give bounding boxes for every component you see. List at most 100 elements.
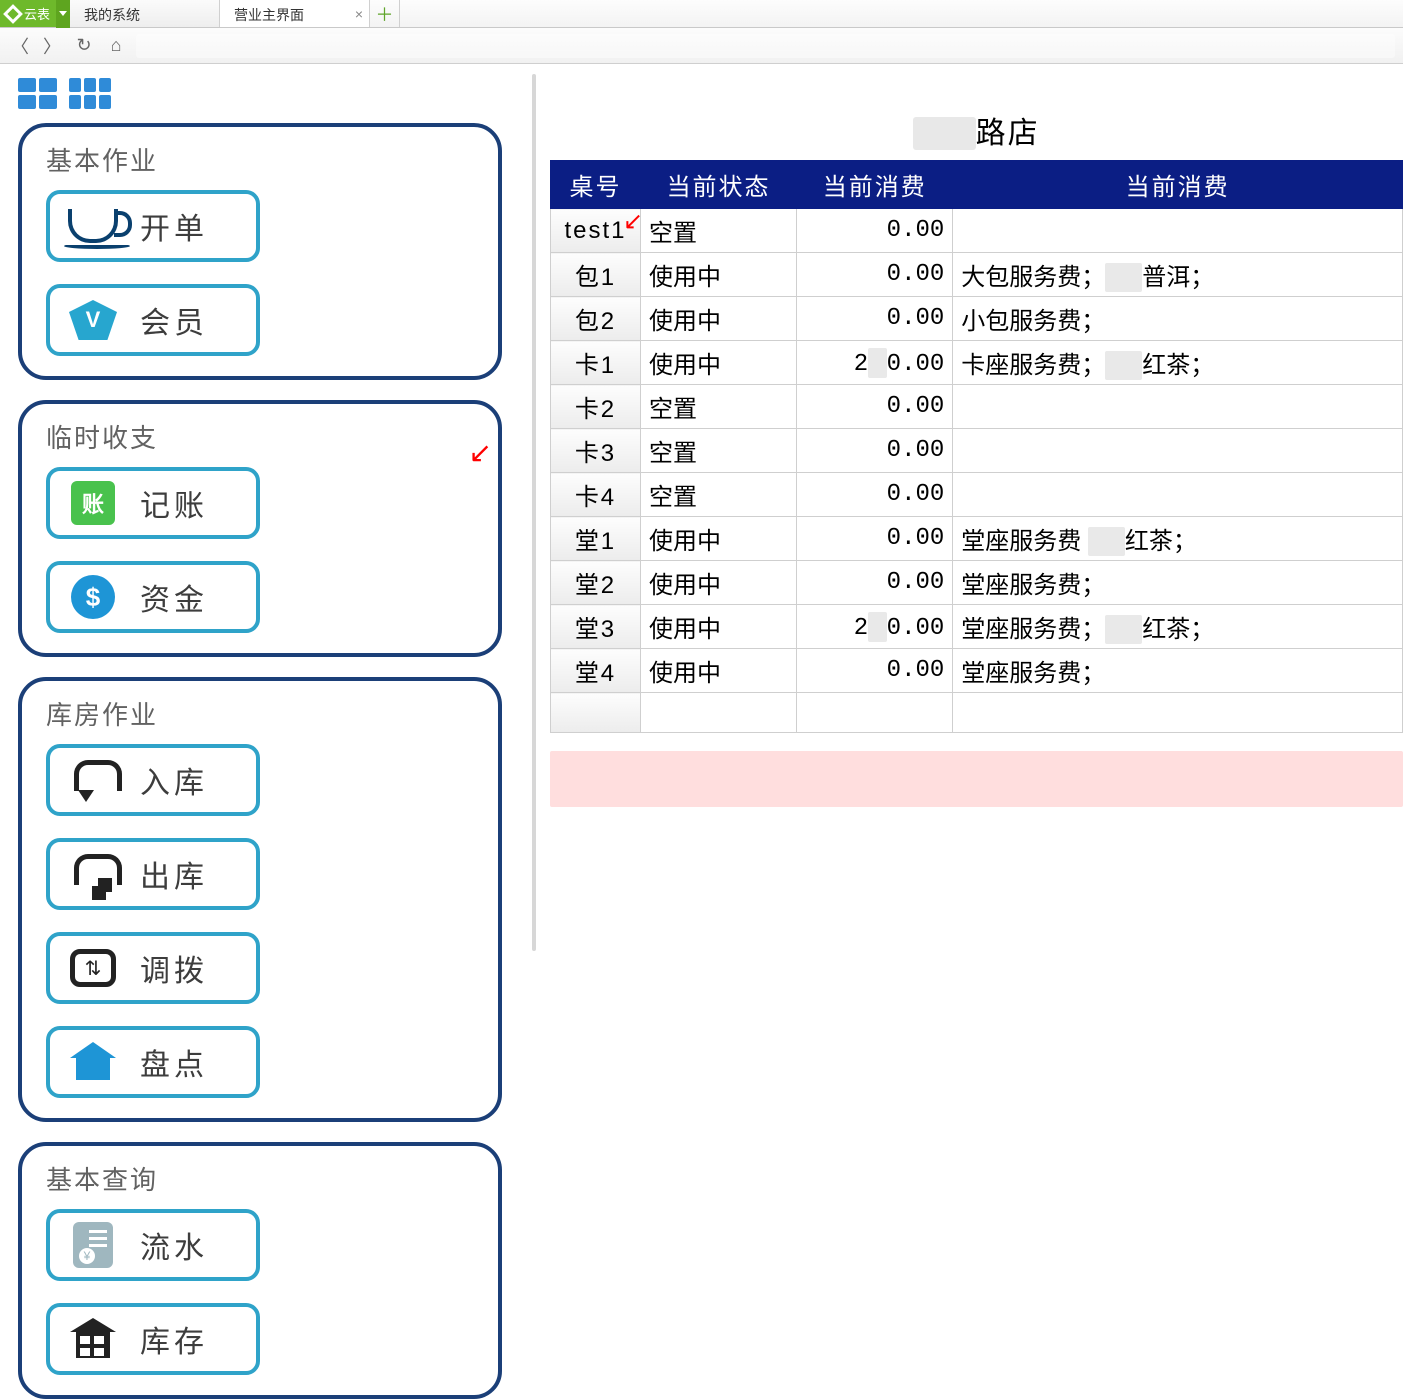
open-order-button[interactable]: 开单 xyxy=(46,190,260,262)
workspace: 基本作业 开单 会员 ↙ 临时收支 账 记账 xyxy=(0,64,1403,951)
cell-amount: 0.00 xyxy=(797,385,953,429)
table-row[interactable]: 卡3空置0.00 xyxy=(551,429,1403,473)
cell-status: 使用中 xyxy=(641,561,797,605)
cell-amount: 0.00 xyxy=(797,561,953,605)
app-badge[interactable]: 云表 xyxy=(0,0,70,27)
panel-title: 基本作业 xyxy=(46,141,480,178)
button-label: 资金 xyxy=(140,575,208,619)
table-row[interactable]: 卡2空置0.00 xyxy=(551,385,1403,429)
view-small-icon[interactable] xyxy=(69,78,111,109)
cell-amount: 0.00 xyxy=(797,429,953,473)
cell-amount: 0.00 xyxy=(797,253,953,297)
stock-in-icon xyxy=(64,756,122,804)
button-label: 出库 xyxy=(140,852,208,896)
cell-amount: 0.00 xyxy=(797,297,953,341)
button-label: 盘点 xyxy=(140,1040,208,1084)
cell-table-no: 卡2 xyxy=(551,385,641,429)
table-row[interactable]: 堂3使用中2▇0.00堂座服务费；▇▇红茶； xyxy=(551,605,1403,649)
button-label: 流水 xyxy=(140,1223,208,1267)
stock-in-button[interactable]: 入库 xyxy=(46,744,260,816)
redacted-text: ▇▇ xyxy=(913,117,975,150)
view-large-icon[interactable] xyxy=(18,78,57,109)
table-row[interactable]: 堂4使用中0.00堂座服务费； xyxy=(551,649,1403,693)
button-label: 会员 xyxy=(140,298,208,342)
refresh-icon[interactable]: ↻ xyxy=(72,34,96,58)
table-row[interactable]: 堂1使用中0.00堂座服务费 ▇▇红茶； xyxy=(551,517,1403,561)
table-row-empty xyxy=(551,693,1403,733)
table-row[interactable]: 包1使用中0.00大包服务费；▇▇普洱； xyxy=(551,253,1403,297)
button-label: 记账 xyxy=(140,481,208,525)
member-button[interactable]: 会员 xyxy=(46,284,260,356)
table-header-row: 桌号 当前状态 当前消费 当前消费 xyxy=(551,161,1403,209)
cell-status: 空置↙ xyxy=(641,209,797,253)
table-row[interactable]: 卡4空置0.00 xyxy=(551,473,1403,517)
panel-title: 临时收支 xyxy=(46,418,480,455)
vip-icon xyxy=(64,296,122,344)
dollar-icon: $ xyxy=(64,573,122,621)
tab-my-system[interactable]: 我的系统 xyxy=(70,0,220,27)
transfer-icon xyxy=(64,944,122,992)
table-row[interactable]: 包2使用中0.00小包服务费； xyxy=(551,297,1403,341)
app-menu-dropdown-icon[interactable] xyxy=(56,0,70,28)
table-row[interactable]: test1空置↙0.00 xyxy=(551,209,1403,253)
inventory-button[interactable]: 盘点 xyxy=(46,1026,260,1098)
app-logo-icon xyxy=(3,4,23,24)
button-label: 库存 xyxy=(140,1317,208,1361)
cell-status: 空置 xyxy=(641,429,797,473)
cell-detail: 大包服务费；▇▇普洱； xyxy=(953,253,1403,297)
right-pane: ▇▇路店 桌号 当前状态 当前消费 当前消费 test1空置↙0.00包1使用中… xyxy=(520,64,1403,951)
cell-status: 使用中 xyxy=(641,517,797,561)
cell-table-no: test1 xyxy=(551,209,641,253)
col-table-no: 桌号 xyxy=(551,161,641,209)
home-icon[interactable]: ⌂ xyxy=(104,34,128,58)
funds-button[interactable]: $ 资金 xyxy=(46,561,260,633)
cell-table-no: 堂3 xyxy=(551,605,641,649)
cell-detail: 卡座服务费；▇▇红茶； xyxy=(953,341,1403,385)
table-row[interactable]: 卡1使用中2▇0.00卡座服务费；▇▇红茶； xyxy=(551,341,1403,385)
table-row[interactable]: 堂2使用中0.00堂座服务费； xyxy=(551,561,1403,605)
new-tab-button[interactable]: ＋ xyxy=(370,0,400,27)
panel-basic-ops: 基本作业 开单 会员 xyxy=(18,123,502,380)
forward-icon[interactable]: 〉 xyxy=(40,34,64,58)
inventory-icon xyxy=(64,1038,122,1086)
tab-label: 营业主界面 xyxy=(234,7,304,23)
tables-status-table: 桌号 当前状态 当前消费 当前消费 test1空置↙0.00包1使用中0.00大… xyxy=(550,160,1403,733)
stock-query-icon xyxy=(64,1315,122,1363)
cell-amount: 0.00 xyxy=(797,517,953,561)
cell-status: 空置 xyxy=(641,385,797,429)
cell-detail xyxy=(953,209,1403,253)
cell-amount: 0.00 xyxy=(797,649,953,693)
tab-business-main[interactable]: 营业主界面 × xyxy=(220,0,370,27)
cell-table-no: 卡3 xyxy=(551,429,641,473)
cell-table-no: 包1 xyxy=(551,253,641,297)
close-icon[interactable]: × xyxy=(355,6,363,22)
tab-label: 我的系统 xyxy=(84,7,140,23)
cell-detail: 小包服务费； xyxy=(953,297,1403,341)
stock-query-button[interactable]: 库存 xyxy=(46,1303,260,1375)
ledger-button[interactable]: 账 记账 xyxy=(46,467,260,539)
cell-table-no: 卡1 xyxy=(551,341,641,385)
cell-status: 使用中 xyxy=(641,297,797,341)
app-name: 云表 xyxy=(24,4,50,23)
cell-detail: 堂座服务费； xyxy=(953,561,1403,605)
transfer-button[interactable]: 调拨 xyxy=(46,932,260,1004)
cell-table-no: 堂1 xyxy=(551,517,641,561)
button-label: 入库 xyxy=(140,758,208,802)
stock-out-button[interactable]: 出库 xyxy=(46,838,260,910)
url-box[interactable] xyxy=(136,34,1395,58)
cup-icon xyxy=(64,202,122,250)
cell-status: 使用中 xyxy=(641,341,797,385)
store-title: ▇▇路店 xyxy=(550,108,1403,152)
cell-amount: 0.00 xyxy=(797,473,953,517)
cell-detail xyxy=(953,429,1403,473)
cell-detail xyxy=(953,473,1403,517)
flow-button[interactable]: 流水 xyxy=(46,1209,260,1281)
cell-status: 使用中 xyxy=(641,649,797,693)
cell-table-no: 堂2 xyxy=(551,561,641,605)
panel-title: 库房作业 xyxy=(46,695,480,732)
back-icon[interactable]: 〈 xyxy=(8,34,32,58)
panel-title: 基本查询 xyxy=(46,1160,480,1197)
cell-detail: 堂座服务费；▇▇红茶； xyxy=(953,605,1403,649)
panel-temp-finance: ↙ 临时收支 账 记账 $ 资金 xyxy=(18,400,502,657)
cell-status: 空置 xyxy=(641,473,797,517)
